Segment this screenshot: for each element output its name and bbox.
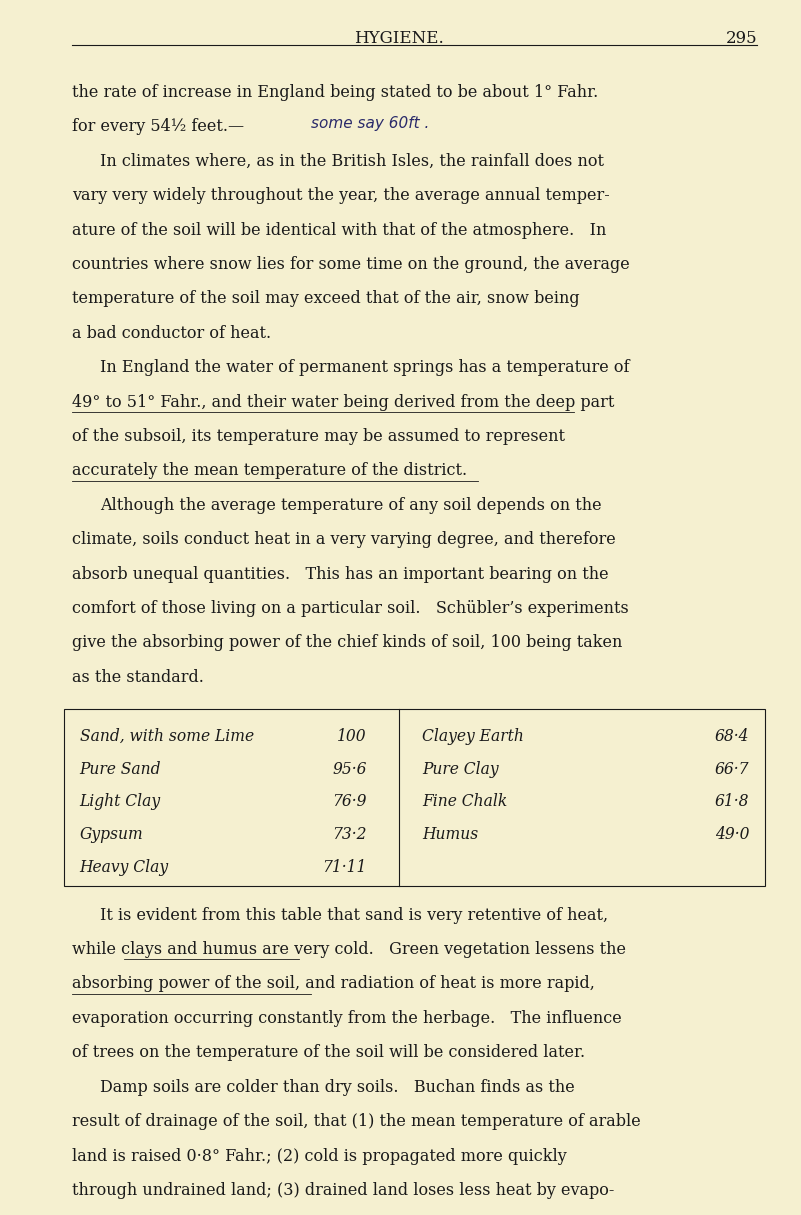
Text: 95·6: 95·6 xyxy=(332,761,367,778)
Text: comfort of those living on a particular soil.   Schübler’s experiments: comfort of those living on a particular … xyxy=(72,600,629,617)
Text: of trees on the temperature of the soil will be considered later.: of trees on the temperature of the soil … xyxy=(72,1044,585,1061)
Text: Sand, with some Lime: Sand, with some Lime xyxy=(80,728,254,745)
Text: 100: 100 xyxy=(337,728,367,745)
Text: Gypsum: Gypsum xyxy=(80,826,143,843)
Text: the rate of increase in England being stated to be about 1° Fahr.: the rate of increase in England being st… xyxy=(72,84,598,101)
Text: land is raised 0·8° Fahr.; (2) cold is propagated more quickly: land is raised 0·8° Fahr.; (2) cold is p… xyxy=(72,1147,566,1164)
Text: some say 60ft .: some say 60ft . xyxy=(311,117,429,131)
Text: 68·4: 68·4 xyxy=(714,728,749,745)
Text: Pure Sand: Pure Sand xyxy=(80,761,161,778)
Text: countries where snow lies for some time on the ground, the average: countries where snow lies for some time … xyxy=(72,256,630,273)
Text: absorbing power of the soil, and radiation of heat is more rapid,: absorbing power of the soil, and radiati… xyxy=(72,976,594,993)
Text: 76·9: 76·9 xyxy=(332,793,367,810)
Text: HYGIENE.: HYGIENE. xyxy=(354,30,444,47)
Bar xyxy=(64,708,765,886)
Text: vary very widely throughout the year, the average annual temper-: vary very widely throughout the year, th… xyxy=(72,187,610,204)
Text: 73·2: 73·2 xyxy=(332,826,367,843)
Text: 71·11: 71·11 xyxy=(322,859,367,876)
Text: of the subsoil, its temperature may be assumed to represent: of the subsoil, its temperature may be a… xyxy=(72,428,565,445)
Text: through undrained land; (3) drained land loses less heat by evapo-: through undrained land; (3) drained land… xyxy=(72,1182,614,1199)
Text: evaporation occurring constantly from the herbage.   The influence: evaporation occurring constantly from th… xyxy=(72,1010,622,1027)
Text: ature of the soil will be identical with that of the atmosphere.   In: ature of the soil will be identical with… xyxy=(72,221,606,238)
Text: Humus: Humus xyxy=(422,826,479,843)
Text: 49·0: 49·0 xyxy=(714,826,749,843)
Text: give the absorbing power of the chief kinds of soil, 100 being taken: give the absorbing power of the chief ki… xyxy=(72,634,622,651)
Text: for every 54½ feet.—: for every 54½ feet.— xyxy=(72,118,244,135)
Text: Clayey Earth: Clayey Earth xyxy=(422,728,525,745)
Text: Heavy Clay: Heavy Clay xyxy=(80,859,169,876)
Text: In climates where, as in the British Isles, the rainfall does not: In climates where, as in the British Isl… xyxy=(99,153,604,170)
Text: It is evident from this table that sand is very retentive of heat,: It is evident from this table that sand … xyxy=(99,906,608,923)
Text: result of drainage of the soil, that (1) the mean temperature of arable: result of drainage of the soil, that (1)… xyxy=(72,1113,641,1130)
Text: Damp soils are colder than dry soils.   Buchan finds as the: Damp soils are colder than dry soils. Bu… xyxy=(99,1079,574,1096)
Text: climate, soils conduct heat in a very varying degree, and therefore: climate, soils conduct heat in a very va… xyxy=(72,531,615,548)
Text: temperature of the soil may exceed that of the air, snow being: temperature of the soil may exceed that … xyxy=(72,290,579,307)
Text: absorb unequal quantities.   This has an important bearing on the: absorb unequal quantities. This has an i… xyxy=(72,566,609,582)
Text: 49° to 51° Fahr., and their water being derived from the deep part: 49° to 51° Fahr., and their water being … xyxy=(72,394,614,411)
Text: as the standard.: as the standard. xyxy=(72,668,203,685)
Text: 295: 295 xyxy=(726,30,757,47)
Text: 66·7: 66·7 xyxy=(714,761,749,778)
Text: Although the average temperature of any soil depends on the: Although the average temperature of any … xyxy=(99,497,602,514)
Text: a bad conductor of heat.: a bad conductor of heat. xyxy=(72,324,271,341)
Text: In England the water of permanent springs has a temperature of: In England the water of permanent spring… xyxy=(99,360,629,377)
Text: Fine Chalk: Fine Chalk xyxy=(422,793,508,810)
Text: Pure Clay: Pure Clay xyxy=(422,761,499,778)
Text: accurately the mean temperature of the district.: accurately the mean temperature of the d… xyxy=(72,463,467,480)
Text: Light Clay: Light Clay xyxy=(80,793,161,810)
Text: 61·8: 61·8 xyxy=(714,793,749,810)
Text: while clays and humus are very cold.   Green vegetation lessens the: while clays and humus are very cold. Gre… xyxy=(72,942,626,959)
